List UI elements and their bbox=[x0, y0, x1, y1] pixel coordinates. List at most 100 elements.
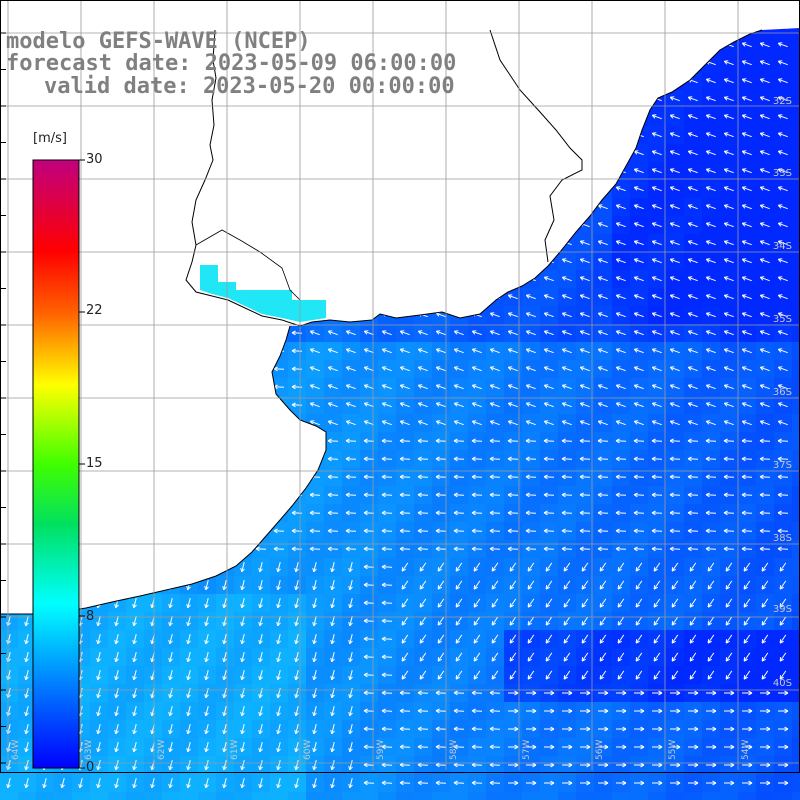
wind-arrow bbox=[706, 186, 716, 192]
wind-arrow bbox=[724, 312, 734, 318]
wind-arrow-head bbox=[597, 168, 602, 173]
wind-arrow-head bbox=[363, 312, 368, 317]
field-cell bbox=[360, 792, 378, 800]
wind-arrow-head bbox=[561, 348, 566, 353]
wind-arrow-head bbox=[598, 78, 603, 80]
wind-arrow bbox=[436, 402, 446, 408]
wind-arrow bbox=[652, 132, 662, 138]
field-cell bbox=[0, 378, 18, 396]
wind-arrow bbox=[454, 330, 464, 336]
wind-arrow-head bbox=[724, 96, 729, 98]
wind-arrow-head bbox=[435, 42, 440, 47]
wind-arrow-head bbox=[237, 152, 242, 156]
field-cell bbox=[288, 162, 306, 180]
wind-arrow-head bbox=[669, 330, 674, 335]
wind-arrow-head bbox=[201, 116, 206, 120]
wind-arrow-head bbox=[93, 350, 98, 354]
wind-arrow-head bbox=[364, 402, 369, 404]
wind-arrow bbox=[562, 78, 572, 84]
field-cell bbox=[180, 180, 198, 198]
wind-arrow bbox=[778, 222, 788, 228]
wind-arrow-head bbox=[165, 188, 170, 192]
wind-arrow bbox=[724, 276, 734, 282]
field-cell bbox=[234, 144, 252, 162]
wind-arrow-head bbox=[183, 204, 188, 208]
wind-arrow-head bbox=[579, 240, 584, 245]
field-cell bbox=[234, 360, 252, 378]
field-cell bbox=[432, 252, 450, 270]
wind-arrow-head bbox=[724, 60, 729, 62]
field-cell bbox=[144, 504, 162, 522]
field-cell bbox=[108, 198, 126, 216]
field-cell bbox=[144, 180, 162, 198]
wind-arrow bbox=[760, 42, 770, 48]
wind-arrow-head bbox=[436, 276, 441, 278]
wind-arrow-head bbox=[778, 276, 783, 278]
wind-arrow-head bbox=[507, 348, 512, 353]
wind-arrow bbox=[580, 204, 590, 210]
wind-arrow-head bbox=[3, 348, 8, 352]
wind-arrow bbox=[400, 132, 410, 138]
wind-arrow-head bbox=[562, 150, 567, 152]
wind-arrow-head bbox=[651, 42, 656, 47]
wind-arrow-head bbox=[543, 384, 548, 389]
wind-arrow-head bbox=[346, 276, 351, 278]
field-cell bbox=[180, 126, 198, 144]
wind-arrow-head bbox=[129, 350, 134, 354]
wind-arrow-head bbox=[237, 330, 242, 334]
wind-arrow bbox=[508, 258, 518, 264]
wind-arrow-head bbox=[183, 296, 188, 300]
wind-arrow-head bbox=[454, 132, 459, 134]
wind-arrow bbox=[310, 276, 320, 282]
wind-arrow bbox=[562, 348, 572, 354]
wind-arrow-head bbox=[579, 366, 584, 371]
wind-arrow bbox=[652, 384, 662, 390]
wind-arrow-head bbox=[400, 276, 405, 278]
wind-arrow bbox=[508, 96, 518, 102]
field-cell bbox=[450, 234, 468, 252]
wind-arrow-head bbox=[615, 258, 620, 263]
wind-arrow bbox=[382, 276, 392, 282]
wind-arrow-head bbox=[597, 96, 602, 101]
wind-arrow bbox=[580, 96, 590, 102]
wind-arrow bbox=[508, 402, 518, 408]
wind-arrow-head bbox=[741, 186, 746, 191]
wind-arrow bbox=[400, 348, 410, 354]
wind-arrow-head bbox=[21, 168, 26, 172]
wind-arrow-head bbox=[453, 240, 458, 245]
wind-arrow-head bbox=[562, 330, 567, 332]
wind-arrow-head bbox=[508, 78, 513, 80]
wind-arrow bbox=[382, 366, 392, 372]
wind-arrow-head bbox=[579, 402, 584, 407]
wind-arrow bbox=[670, 366, 680, 372]
wind-arrow-head bbox=[688, 186, 693, 188]
wind-arrow bbox=[670, 222, 680, 228]
field-cell bbox=[792, 702, 800, 720]
wind-arrow bbox=[652, 60, 662, 66]
wind-arrow bbox=[472, 168, 482, 174]
field-cell bbox=[540, 144, 558, 162]
field-cell bbox=[342, 144, 360, 162]
wind-arrow bbox=[454, 294, 464, 300]
wind-arrow-head bbox=[436, 204, 441, 206]
wind-arrow-head bbox=[777, 204, 782, 209]
wind-arrow-head bbox=[597, 132, 602, 137]
field-cell bbox=[450, 144, 468, 162]
wind-arrow-head bbox=[471, 240, 476, 245]
wind-arrow bbox=[652, 312, 662, 318]
wind-arrow-head bbox=[760, 312, 765, 314]
wind-arrow bbox=[616, 42, 626, 48]
wind-arrow-head bbox=[741, 78, 746, 83]
wind-arrow-head bbox=[328, 294, 333, 296]
wind-arrow-head bbox=[93, 366, 98, 370]
wind-arrow bbox=[310, 258, 320, 264]
wind-arrow-head bbox=[418, 204, 423, 206]
field-cell bbox=[522, 0, 540, 18]
wind-arrow-head bbox=[363, 258, 368, 263]
wind-arrow-head bbox=[21, 116, 26, 120]
wind-arrow bbox=[328, 42, 338, 48]
wind-arrow-head bbox=[616, 168, 621, 170]
wind-arrow-head bbox=[598, 258, 603, 260]
wind-arrow-head bbox=[723, 366, 728, 371]
wind-arrow-head bbox=[742, 402, 747, 404]
